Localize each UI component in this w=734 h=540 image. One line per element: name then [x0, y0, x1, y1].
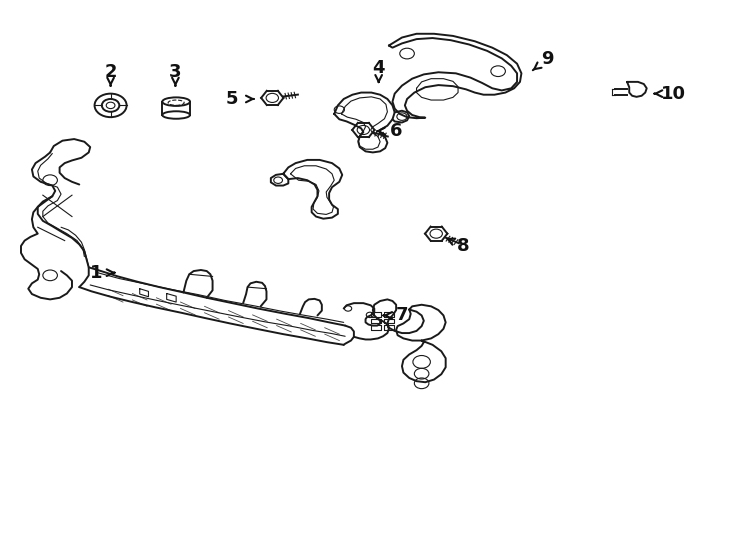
Text: 6: 6: [390, 122, 402, 140]
Text: 2: 2: [104, 63, 117, 81]
Text: 8: 8: [457, 237, 470, 255]
Text: 7: 7: [396, 306, 408, 325]
Text: 10: 10: [661, 85, 686, 103]
Text: 3: 3: [169, 63, 182, 81]
Text: 4: 4: [372, 59, 385, 77]
Text: 9: 9: [542, 50, 554, 68]
Text: 1: 1: [90, 264, 102, 282]
Text: 5: 5: [226, 90, 239, 108]
